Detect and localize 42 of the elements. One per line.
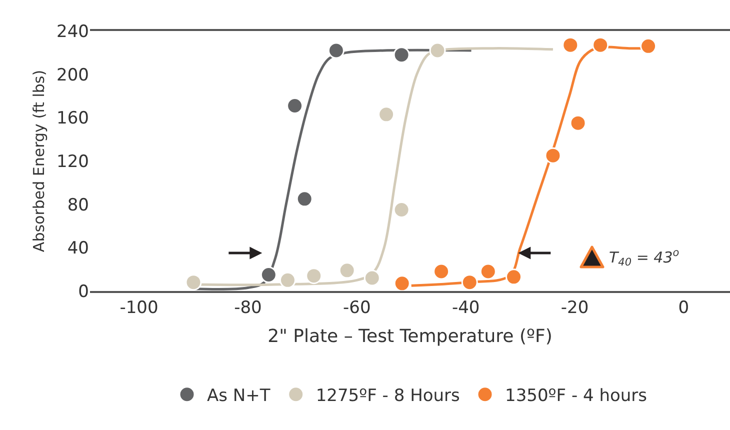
y-tick-label: 80 (67, 195, 89, 216)
point (544, 147, 562, 164)
point (296, 190, 313, 208)
x-tick-label: 0 (678, 298, 690, 318)
point (429, 42, 446, 59)
legend-label: 1350ºF - 4 hours (505, 386, 648, 406)
x-tick-label: -100 (120, 298, 158, 318)
point (364, 270, 380, 286)
point (378, 106, 395, 123)
y-tick-label: 200 (56, 65, 89, 86)
y-tick-label: 240 (56, 22, 89, 42)
legend-label: As N+T (207, 386, 271, 406)
point (592, 36, 609, 54)
point (338, 262, 356, 279)
point (279, 272, 296, 288)
y-tick-label: 120 (56, 152, 89, 172)
y-tick-label: 160 (56, 108, 89, 129)
point (461, 274, 478, 291)
point (185, 274, 202, 291)
point (562, 36, 579, 54)
point (433, 263, 450, 280)
point (328, 42, 344, 59)
point (260, 266, 277, 283)
point (480, 263, 496, 280)
annotation: T$_{40}$ = 43$^{o}$ (609, 247, 680, 268)
y-axis-title: Absorbed Energy (ft lbs) (30, 70, 48, 252)
x-tick-label: -20 (560, 298, 589, 318)
point (306, 268, 322, 284)
y-tick-label: 0 (78, 282, 89, 302)
point (570, 114, 586, 132)
point (393, 202, 410, 218)
point (506, 268, 522, 286)
legend-label: 1275ºF - 8 Hours (316, 386, 460, 406)
y-tick-label: 40 (67, 238, 89, 259)
point (640, 38, 657, 54)
x-tick-label: -60 (343, 298, 371, 318)
x-tick-label: -40 (452, 298, 480, 318)
point (393, 46, 410, 64)
point (286, 98, 304, 114)
point (394, 275, 410, 291)
x-axis-title: 2" Plate – Test Temperature (ºF) (268, 326, 552, 347)
x-tick-label: -80 (234, 298, 262, 318)
